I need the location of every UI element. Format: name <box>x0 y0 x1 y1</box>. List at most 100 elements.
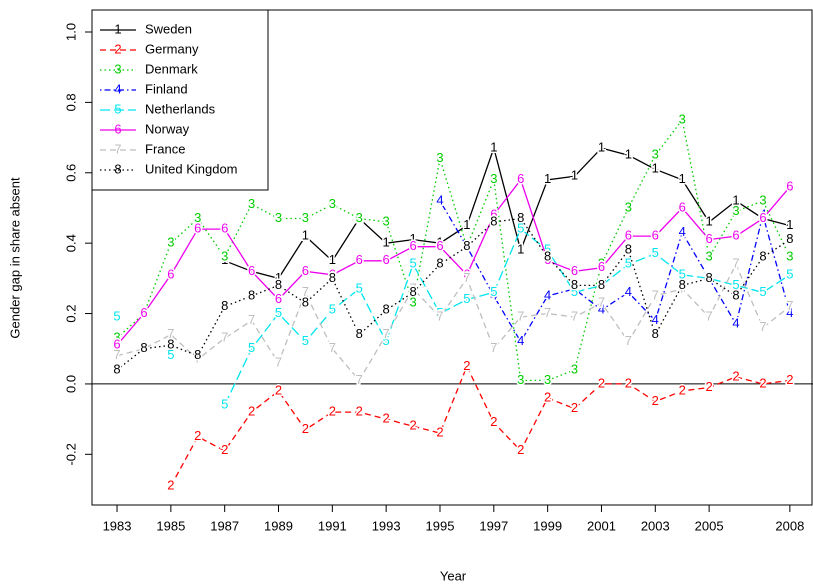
point-marker: 8 <box>194 347 201 362</box>
point-marker: 6 <box>436 238 443 253</box>
point-marker: 5 <box>652 245 659 260</box>
point-marker: 6 <box>705 231 712 246</box>
point-marker: 6 <box>140 305 147 320</box>
point-marker: 3 <box>113 330 120 345</box>
point-marker: 1 <box>652 161 659 176</box>
y-tick-label: 0.6 <box>63 164 78 182</box>
x-tick-label: 1993 <box>372 518 401 533</box>
point-marker: 7 <box>652 287 659 302</box>
point-marker: 3 <box>679 111 686 126</box>
y-axis-title: Gender gap in share absent <box>7 177 22 339</box>
x-tick-label: 1991 <box>318 518 347 533</box>
y-tick-label: 0.4 <box>63 234 78 252</box>
point-marker: 6 <box>732 228 739 243</box>
point-marker: 1 <box>544 171 551 186</box>
point-marker: 7 <box>383 326 390 341</box>
point-marker: 1 <box>625 147 632 162</box>
x-tick-label: 1997 <box>479 518 508 533</box>
point-marker: 7 <box>759 319 766 334</box>
point-marker: 2 <box>167 477 174 492</box>
point-marker: 8 <box>436 256 443 271</box>
point-marker: 4 <box>463 238 470 253</box>
point-marker: 3 <box>786 249 793 264</box>
point-marker: 6 <box>409 238 416 253</box>
point-marker: 2 <box>759 375 766 390</box>
point-marker: 5 <box>329 301 336 316</box>
legend-marker: 1 <box>114 21 121 36</box>
point-marker: 5 <box>571 284 578 299</box>
point-marker: 5 <box>221 396 228 411</box>
point-marker: 5 <box>356 280 363 295</box>
point-marker: 1 <box>409 231 416 246</box>
point-marker: 6 <box>221 221 228 236</box>
legend-label: Norway <box>145 121 190 136</box>
y-tick-label: 0.8 <box>63 93 78 111</box>
point-marker: 1 <box>517 242 524 257</box>
point-marker: 4 <box>759 206 766 221</box>
point-marker: 6 <box>544 252 551 267</box>
legend-box <box>91 9 269 191</box>
point-marker: 2 <box>732 368 739 383</box>
point-marker: 3 <box>571 361 578 376</box>
point-marker: 3 <box>625 199 632 214</box>
point-marker: 5 <box>436 305 443 320</box>
point-marker: 1 <box>732 192 739 207</box>
point-marker: 4 <box>679 224 686 239</box>
legend-label: Germany <box>145 41 199 56</box>
point-marker: 8 <box>113 361 120 376</box>
point-marker: 4 <box>652 312 659 327</box>
point-marker: 5 <box>544 242 551 257</box>
point-marker: 2 <box>679 382 686 397</box>
point-marker: 4 <box>490 287 497 302</box>
point-marker: 4 <box>544 287 551 302</box>
point-marker: 7 <box>140 340 147 355</box>
point-marker: 1 <box>679 171 686 186</box>
point-marker: 8 <box>571 277 578 292</box>
point-marker: 3 <box>759 192 766 207</box>
point-marker: 7 <box>571 309 578 324</box>
point-marker: 8 <box>652 326 659 341</box>
point-marker: 2 <box>598 375 605 390</box>
point-marker: 5 <box>705 270 712 285</box>
point-marker: 6 <box>786 178 793 193</box>
x-axis-title: Year <box>440 568 467 583</box>
point-marker: 8 <box>732 287 739 302</box>
legend-marker: 6 <box>114 121 121 136</box>
point-marker: 5 <box>463 291 470 306</box>
point-marker: 7 <box>598 294 605 309</box>
point-marker: 7 <box>490 340 497 355</box>
point-marker: 6 <box>652 228 659 243</box>
point-marker: 3 <box>329 196 336 211</box>
point-marker: 3 <box>705 249 712 264</box>
point-marker: 5 <box>490 284 497 299</box>
point-marker: 6 <box>625 228 632 243</box>
point-marker: 6 <box>275 291 282 306</box>
point-marker: 2 <box>275 382 282 397</box>
point-marker: 7 <box>167 326 174 341</box>
point-marker: 6 <box>517 171 524 186</box>
x-tick-label: 2001 <box>587 518 616 533</box>
point-marker: 1 <box>436 235 443 250</box>
point-marker: 3 <box>221 249 228 264</box>
x-tick-label: 1987 <box>210 518 239 533</box>
point-marker: 8 <box>356 326 363 341</box>
point-marker: 1 <box>302 228 309 243</box>
point-marker: 2 <box>652 393 659 408</box>
point-marker: 3 <box>463 238 470 253</box>
point-marker: 3 <box>194 210 201 225</box>
point-marker: 5 <box>302 333 309 348</box>
point-marker: 6 <box>248 263 255 278</box>
point-marker: 4 <box>625 284 632 299</box>
point-marker: 7 <box>625 333 632 348</box>
point-marker: 8 <box>598 277 605 292</box>
y-tick-label: 0.2 <box>63 305 78 323</box>
x-tick-label: 1995 <box>426 518 455 533</box>
point-marker: 1 <box>383 235 390 250</box>
legend-marker: 4 <box>114 81 121 96</box>
point-marker: 4 <box>436 192 443 207</box>
point-marker: 6 <box>194 221 201 236</box>
point-marker: 7 <box>517 309 524 324</box>
point-marker: 7 <box>679 280 686 295</box>
x-tick-label: 2003 <box>641 518 670 533</box>
x-tick-label: 1989 <box>264 518 293 533</box>
